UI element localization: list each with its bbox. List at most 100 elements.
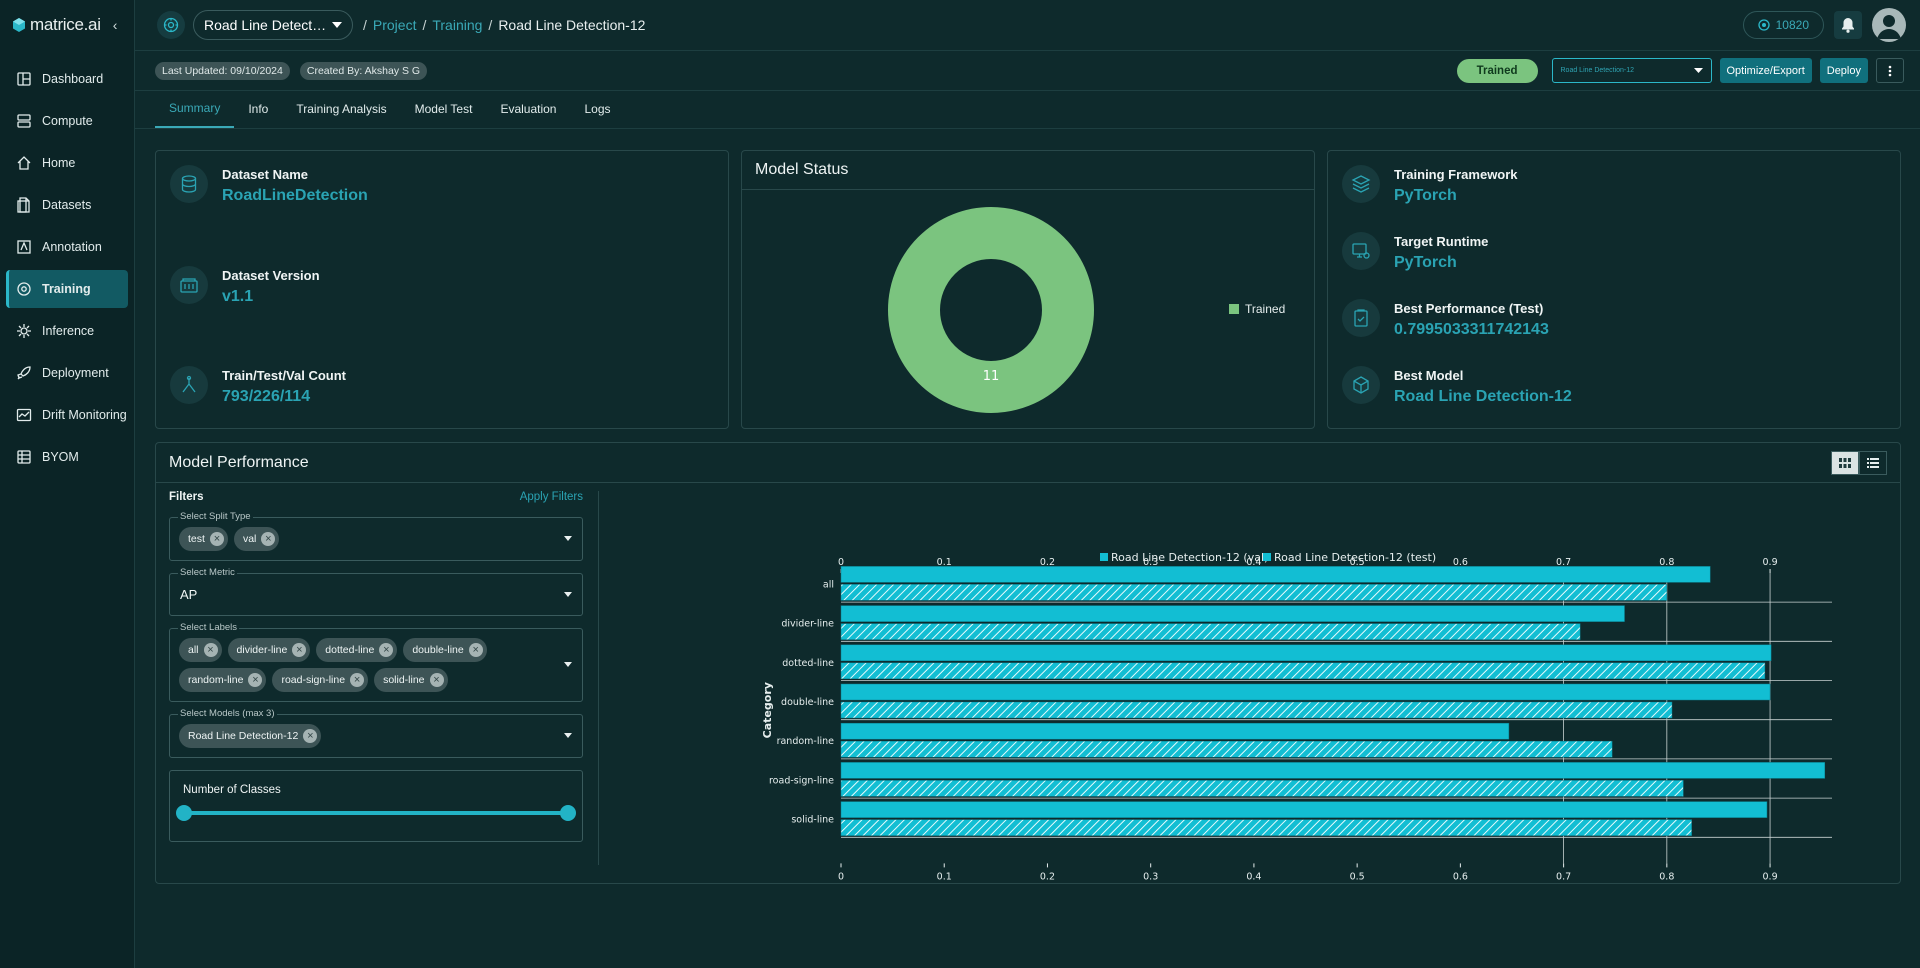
remove-tag-icon[interactable]: × [350, 673, 365, 687]
sidebar-item-datasets[interactable]: Datasets [6, 186, 128, 224]
tab-summary[interactable]: Summary [155, 90, 235, 128]
sidebar-item-training[interactable]: Training [6, 270, 128, 308]
x-tick-label-top: 0.8 [1659, 557, 1674, 568]
y-tick-label: divider-line [781, 619, 834, 630]
chevron-down-icon [1693, 68, 1703, 73]
chevron-down-icon[interactable] [564, 536, 572, 541]
label-tag: all × [179, 638, 222, 662]
grid-view-button[interactable] [1831, 450, 1859, 475]
bar-random-line-val [840, 722, 1510, 740]
sidebar-item-label: Deployment [42, 366, 109, 380]
sidebar-item-label: Inference [42, 324, 95, 338]
label-tag-label: random-line [188, 674, 244, 686]
sidebar-item-compute[interactable]: Compute [6, 102, 128, 140]
labels-select[interactable]: Select Labels all × divider-line × dotted-li… [169, 622, 583, 702]
bar-road-sign-line-val [840, 762, 1826, 779]
label-tag: double-line × [403, 638, 487, 662]
user-avatar[interactable] [1872, 8, 1906, 42]
tab-logs[interactable]: Logs [584, 102, 611, 116]
version-icon [170, 266, 208, 304]
remove-tag-icon[interactable]: × [468, 643, 483, 657]
breadcrumb-project[interactable]: Project [372, 17, 417, 33]
label-tag-label: divider-line [236, 644, 288, 656]
sidebar-item-inference[interactable]: Inference [6, 312, 128, 350]
model-status-donut-chart: 11 Trained [888, 207, 1285, 413]
legend-swatch-test [1263, 553, 1271, 561]
sidebar-item-label: Annotation [42, 240, 102, 254]
bar-solid-line-val [840, 801, 1768, 818]
split-tag: test × [179, 527, 228, 551]
optimize-export-button[interactable]: Optimize/Export [1719, 58, 1812, 83]
tab-info[interactable]: Info [248, 102, 269, 116]
remove-tag-icon[interactable]: × [303, 729, 318, 743]
user-icon [1877, 15, 1901, 39]
remove-tag-icon[interactable]: × [209, 532, 224, 546]
tab-model-test[interactable]: Model Test [414, 102, 473, 116]
x-tick-label-bottom: 0.9 [1763, 871, 1778, 882]
credits-badge[interactable]: 10820 [1742, 11, 1824, 39]
split-type-legend: Select Split Type [178, 511, 253, 522]
remove-tag-icon[interactable]: × [429, 673, 444, 687]
annotation-icon [17, 240, 31, 254]
bar-dotted-line-test [840, 662, 1766, 680]
more-options-button[interactable] [1876, 58, 1904, 83]
x-tick-label-top: 0.7 [1556, 557, 1571, 568]
dataset-version-label: Dataset Version [222, 268, 320, 283]
bar-double-line-test [840, 701, 1673, 719]
donut-slice-trained[interactable] [888, 207, 1094, 413]
model-version-select[interactable]: Road Line Detection-12 [1551, 58, 1712, 83]
breadcrumb: / Project / Training / Road Line Detecti… [363, 17, 646, 33]
model-performance-title: Model Performance [169, 453, 309, 471]
sidebar-item-home[interactable]: Home [6, 144, 128, 182]
collapse-sidebar-button[interactable]: ‹ [112, 17, 118, 33]
slider-min-handle[interactable] [176, 805, 192, 821]
file-icon [17, 197, 30, 213]
chevron-down-icon[interactable] [564, 662, 572, 667]
sidebar-item-deployment[interactable]: Deployment [6, 354, 128, 392]
performance-bar-chart: 0 0 0.1 0.1 0.2 0.2 0.3 0.3 0.4 0.4 0.5 0.5 0.6 0.6 0.… [761, 551, 1832, 882]
y-tick-label: road-sign-line [769, 775, 834, 786]
sidebar-item-drift-monitoring[interactable]: Drift Monitoring [6, 396, 128, 434]
filters-title: Filters [169, 491, 204, 503]
apply-filters-button[interactable]: Apply Filters [519, 491, 583, 503]
remove-tag-icon[interactable]: × [292, 643, 307, 657]
list-view-button[interactable] [1859, 450, 1887, 475]
tab-evaluation[interactable]: Evaluation [500, 102, 557, 116]
legend-swatch-trained [1229, 304, 1239, 314]
dataset-name-value[interactable]: RoadLineDetection [222, 187, 368, 204]
sidebar-item-label: Datasets [42, 198, 92, 212]
x-tick-label-top: 0.3 [1143, 557, 1158, 568]
labels-legend: Select Labels [178, 622, 240, 633]
breadcrumb-training[interactable]: Training [432, 17, 483, 33]
model-tag: Road Line Detection-12 × [179, 724, 322, 748]
breadcrumb-current: Road Line Detection-12 [498, 17, 646, 33]
tab-training-analysis[interactable]: Training Analysis [296, 102, 387, 116]
bar-divider-line-val [840, 605, 1625, 622]
models-select[interactable]: Select Models (max 3) Road Line Detectio… [169, 708, 583, 758]
remove-tag-icon[interactable]: × [203, 643, 218, 657]
sidebar-item-byom[interactable]: BYOM [6, 438, 128, 476]
slider-track[interactable] [184, 811, 568, 815]
metric-value: AP [180, 587, 198, 602]
split-type-select[interactable]: Select Split Type test × val × [169, 511, 583, 561]
notifications-button[interactable] [1834, 11, 1862, 39]
remove-tag-icon[interactable]: × [248, 673, 263, 687]
label-tag-label: all [188, 644, 199, 656]
remove-tag-icon[interactable]: × [379, 643, 394, 657]
metric-select[interactable]: Select Metric AP [169, 567, 583, 616]
slider-max-handle[interactable] [560, 805, 576, 821]
best-model-value[interactable]: Road Line Detection-12 [1394, 388, 1572, 405]
sidebar: matrice.ai ‹ Dashboard Compute Home Dataset… [0, 0, 135, 968]
y-tick-label: double-line [781, 697, 834, 708]
x-tick-label-bottom: 0 [838, 871, 844, 882]
y-axis-label: Category [761, 682, 774, 738]
chevron-down-icon[interactable] [564, 591, 572, 597]
sidebar-item-annotation[interactable]: Annotation [6, 228, 128, 266]
credits-value: 10820 [1775, 18, 1809, 32]
bar-all-test [840, 584, 1668, 601]
chevron-down-icon[interactable] [564, 733, 572, 738]
remove-tag-icon[interactable]: × [261, 532, 276, 546]
deploy-button[interactable]: Deploy [1819, 58, 1868, 83]
sidebar-item-dashboard[interactable]: Dashboard [6, 60, 128, 98]
project-select[interactable]: Road Line Detect… [193, 10, 353, 40]
